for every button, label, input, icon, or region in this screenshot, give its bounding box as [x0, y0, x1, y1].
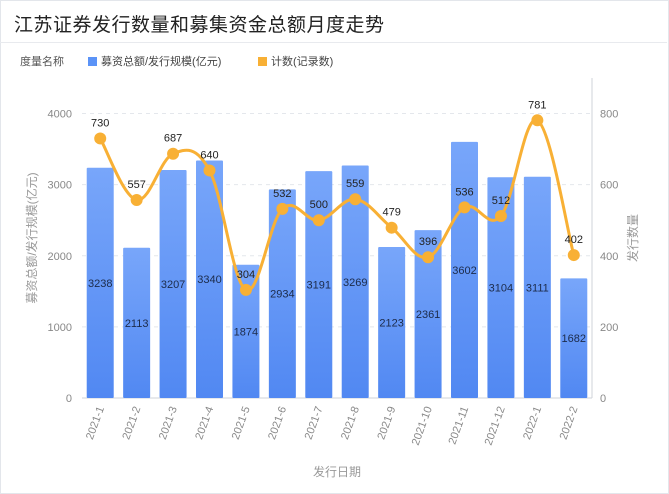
line-point[interactable]	[494, 209, 507, 222]
line-point[interactable]	[458, 201, 471, 214]
bar-value-label: 2113	[125, 318, 149, 330]
bar[interactable]	[86, 167, 114, 398]
line-value-label: 557	[127, 179, 145, 191]
line-value-label: 781	[528, 99, 546, 111]
line-value-label: 402	[565, 234, 583, 246]
y-right-tick-label: 800	[600, 109, 618, 121]
legend-swatch-bar	[88, 57, 97, 66]
bar-value-label: 3104	[489, 283, 513, 295]
bar-value-label: 3602	[452, 265, 476, 277]
legend-swatch-line	[258, 57, 267, 66]
y-left-tick-label: 1000	[48, 322, 72, 334]
line-value-label: 396	[419, 236, 437, 248]
x-tick-label: 2021-1	[84, 405, 107, 441]
x-tick-label: 2021-10	[410, 405, 435, 447]
bar[interactable]	[159, 169, 187, 398]
bar-value-labels: 3238 2113 3207 3340 1874 2934 3191 3269 2123 2361…	[88, 265, 586, 345]
bar[interactable]	[378, 247, 406, 398]
line-point[interactable]	[567, 249, 580, 262]
line-value-label: 730	[91, 117, 109, 129]
bar[interactable]	[305, 171, 333, 398]
bar-value-label: 2361	[416, 309, 440, 321]
line-value-label: 500	[310, 199, 328, 211]
y-right-tick-label: 600	[600, 180, 618, 192]
y-left-tick-label: 2000	[48, 251, 72, 263]
bar-value-label: 3238	[88, 278, 112, 290]
legend-label-line[interactable]: 计数(记录数)	[271, 55, 333, 68]
line-point[interactable]	[203, 164, 216, 177]
bar-value-label: 1682	[562, 333, 586, 345]
y-right-tick-label: 0	[600, 393, 606, 405]
legend: 度量名称 募资总额/发行规模(亿元) 计数(记录数)	[20, 54, 333, 68]
axes: 0 1000 2000 3000 4000 0 200 400 600 800 募资总额/发行规模(…	[24, 78, 640, 479]
line-point[interactable]	[239, 283, 252, 296]
line-point[interactable]	[531, 114, 544, 127]
legend-title: 度量名称	[20, 54, 64, 68]
x-tick-label: 2021-11	[447, 405, 472, 446]
x-tick-label: 2021-12	[483, 405, 508, 447]
line-point[interactable]	[349, 193, 362, 206]
x-tick-label: 2021-4	[193, 405, 216, 441]
line-point[interactable]	[385, 221, 398, 234]
line-point[interactable]	[422, 251, 435, 264]
bar[interactable]	[123, 247, 151, 398]
line-value-label: 512	[492, 195, 510, 207]
bar-value-label: 2123	[379, 318, 403, 330]
line-path	[98, 118, 576, 292]
x-tick-label: 2021-3	[157, 405, 180, 441]
x-tick-label: 2022-1	[521, 405, 544, 441]
y-right-tick-label: 400	[600, 251, 618, 263]
bar[interactable]	[523, 176, 551, 398]
y-right-tick-label: 200	[600, 322, 618, 334]
grid-lines	[82, 113, 592, 328]
bar[interactable]	[232, 264, 260, 398]
line-value-label: 304	[237, 269, 255, 281]
line-point[interactable]	[130, 193, 143, 206]
y-left-tick-label: 3000	[48, 180, 72, 192]
x-axis-title: 发行日期	[313, 464, 361, 479]
x-tick-label: 2022-2	[558, 405, 581, 441]
title-divider	[0, 42, 667, 43]
x-tick-label: 2021-5	[230, 405, 253, 441]
line-value-label: 640	[200, 149, 218, 161]
bar[interactable]	[560, 278, 588, 398]
line-point[interactable]	[167, 147, 180, 160]
bar-series	[86, 141, 588, 398]
line-value-label: 532	[273, 188, 291, 200]
bar[interactable]	[414, 230, 442, 398]
y-left-tick-label: 4000	[48, 109, 72, 121]
bar[interactable]	[341, 165, 369, 398]
bar-value-label: 2934	[270, 289, 294, 301]
bar[interactable]	[487, 177, 515, 398]
bar-value-label: 3111	[526, 282, 549, 294]
line-point[interactable]	[94, 132, 107, 145]
x-tick-label: 2021-9	[375, 405, 398, 441]
line-value-label: 479	[382, 207, 400, 219]
line-value-label: 559	[346, 178, 364, 190]
bar-value-label: 1874	[234, 326, 258, 338]
bar-value-label: 3269	[343, 277, 367, 289]
bar-value-label: 3207	[161, 279, 185, 291]
x-tick-label: 2021-7	[303, 405, 326, 441]
line-value-label: 687	[164, 133, 182, 145]
chart-title: 江苏证券发行数量和募集资金总额月度走势	[14, 15, 385, 36]
y-left-tick-label: 0	[66, 393, 72, 405]
bar-value-label: 3340	[197, 274, 221, 286]
line-point[interactable]	[312, 214, 325, 227]
bar-value-label: 3191	[307, 280, 331, 292]
line-point[interactable]	[276, 202, 289, 215]
y-left-axis-title: 募资总额/发行规模(亿元)	[24, 172, 39, 303]
y-right-axis-title: 发行数量	[625, 214, 640, 262]
x-tick-label: 2021-2	[120, 405, 143, 441]
legend-label-bar[interactable]: 募资总额/发行规模(亿元)	[101, 54, 221, 68]
line-value-label: 536	[455, 186, 473, 198]
x-tick-labels: 2021-1 2021-2 2021-3 2021-4 2021-5 2021-6 2021…	[84, 405, 581, 447]
bar[interactable]	[268, 189, 296, 398]
line-series: 730 557 687 640 304 532 500 559 479 396 536 512 781 4…	[91, 99, 583, 296]
x-tick-label: 2021-8	[339, 405, 362, 441]
x-tick-label: 2021-6	[266, 405, 289, 441]
bar[interactable]	[196, 160, 223, 398]
